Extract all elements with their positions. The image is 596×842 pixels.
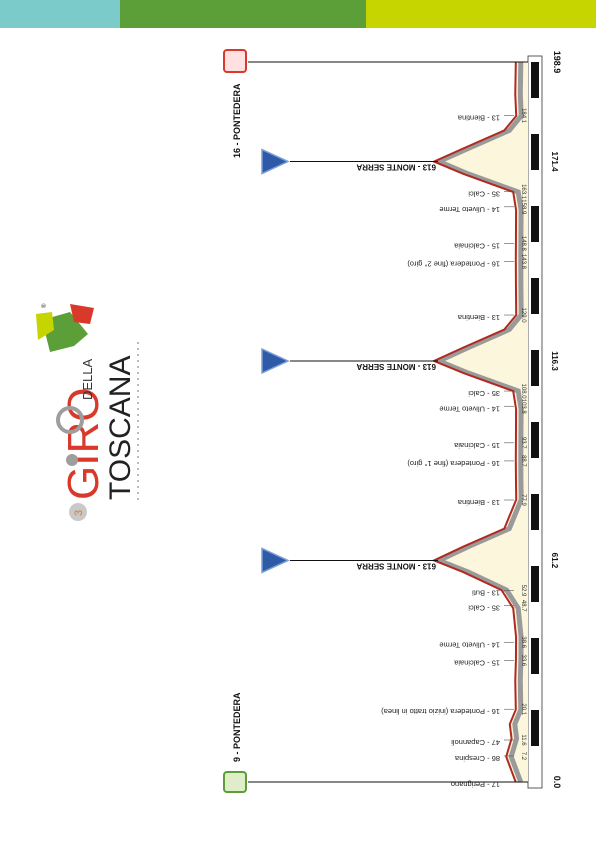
header-bar-green bbox=[120, 0, 366, 28]
start-flag-icon bbox=[223, 771, 247, 793]
edition-badge-icon bbox=[69, 503, 87, 521]
wheel-icon bbox=[56, 406, 84, 434]
giro-della-toscana-logo: 3 GIRO DELLA TOSCANA ® bbox=[36, 303, 139, 521]
place-label: 17 - Perignano bbox=[451, 780, 500, 789]
place-km-label: 163.1 bbox=[520, 184, 526, 200]
place-km-label: 103.8 bbox=[520, 399, 526, 415]
climb-label: 613 - MONTE SERRA bbox=[356, 561, 436, 570]
elevation-fill bbox=[434, 62, 528, 782]
mountain-gpm-icon bbox=[261, 148, 290, 175]
place-km-label: 77.9 bbox=[520, 494, 526, 506]
rider-head-icon bbox=[66, 454, 78, 466]
place-km-label: 143.8 bbox=[520, 254, 526, 270]
place-label: 16 - Pontedera (inizio tratto in linea) bbox=[381, 707, 500, 716]
km-ruler-segment bbox=[531, 134, 539, 170]
place-km-label: 20.1 bbox=[520, 703, 526, 715]
place-label: 16 - Pontedera (fine 1° giro) bbox=[407, 459, 500, 468]
place-label: 15 - Calcinaia bbox=[453, 441, 500, 450]
place-label: 13 - Bientina bbox=[457, 114, 500, 123]
mountain-gpm-icon bbox=[261, 547, 290, 574]
km-ruler-segment bbox=[531, 566, 539, 602]
finish-label: 16 - PONTEDERA bbox=[232, 83, 242, 158]
finish-km-label: 198.9 bbox=[552, 51, 562, 74]
place-label: 16 - Pontedera (fine 2° giro) bbox=[407, 259, 500, 268]
logo-word-della: DELLA bbox=[80, 358, 95, 400]
place-km-label: 11.6 bbox=[520, 734, 526, 746]
place-label: 15 - Calcinaia bbox=[453, 241, 500, 250]
place-label: 35 - Calci bbox=[468, 389, 500, 398]
place-km-label: 33.6 bbox=[520, 655, 526, 667]
tuscany-map-icon-red bbox=[70, 304, 94, 324]
place-km-label: 93.7 bbox=[520, 437, 526, 449]
climb-label: 613 - MONTE SERRA bbox=[356, 362, 436, 371]
km-ruler-segment bbox=[531, 278, 539, 314]
place-km-label: 129.0 bbox=[520, 308, 526, 324]
place-label: 14 - Uliveto Terme bbox=[439, 404, 500, 413]
logo-word-toscana: TOSCANA bbox=[104, 356, 137, 500]
km-ruler-segment bbox=[531, 422, 539, 458]
km-ruler-segment bbox=[531, 638, 539, 674]
climb-km-label: 171.4 bbox=[550, 152, 559, 173]
place-km-label: 52.9 bbox=[520, 585, 526, 597]
place-km-label: 108.0 bbox=[520, 384, 526, 400]
climb-km-label: 61.2 bbox=[550, 553, 559, 569]
km-ruler-segment bbox=[531, 350, 539, 386]
place-label: 86 - Crespina bbox=[454, 754, 500, 763]
registered-mark: ® bbox=[41, 303, 48, 308]
place-km-label: 7.2 bbox=[520, 752, 526, 761]
logo-word-giro: GIRO bbox=[59, 388, 108, 500]
tuscany-map-icon-lime bbox=[36, 312, 54, 340]
climb-label: 613 - MONTE SERRA bbox=[356, 163, 436, 172]
elevation-shadow bbox=[432, 61, 524, 783]
start-label: 9 - PONTEDERA bbox=[232, 692, 242, 762]
place-label: 15 - Calcinaia bbox=[453, 658, 500, 667]
km-ruler-segment bbox=[531, 710, 539, 746]
km-ruler-segment bbox=[531, 206, 539, 242]
place-label: 35 - Calci bbox=[468, 190, 500, 199]
header-bar-lime bbox=[366, 0, 596, 28]
km-ruler-segment bbox=[531, 62, 539, 98]
place-km-label: 48.7 bbox=[520, 600, 526, 612]
place-km-label: 148.8 bbox=[520, 236, 526, 252]
mountain-gpm-icon bbox=[261, 347, 290, 375]
place-label: 14 - Uliveto Terme bbox=[439, 640, 500, 649]
place-km-label: 38.6 bbox=[520, 636, 526, 648]
place-km-label: 88.7 bbox=[520, 455, 526, 467]
start-km-label: 0.0 bbox=[552, 776, 562, 789]
place-label: 13 - Bientina bbox=[457, 498, 500, 507]
place-label: 13 - Buti bbox=[472, 589, 500, 598]
header-bar-teal bbox=[0, 0, 120, 28]
finish-flag-icon bbox=[223, 49, 247, 73]
place-label: 13 - Bientina bbox=[457, 313, 500, 322]
km-ruler-segment bbox=[531, 494, 539, 530]
place-km-label: 184.1 bbox=[520, 108, 526, 124]
elevation-line bbox=[431, 61, 518, 783]
logo-edition: 3 bbox=[73, 510, 85, 516]
place-label: 35 - Calci bbox=[468, 604, 500, 613]
place-km-label: 158.9 bbox=[520, 199, 526, 215]
place-label: 47 - Capannoli bbox=[451, 738, 500, 747]
place-label: 14 - Uliveto Terme bbox=[439, 205, 500, 214]
climb-km-label: 116.3 bbox=[550, 351, 559, 371]
